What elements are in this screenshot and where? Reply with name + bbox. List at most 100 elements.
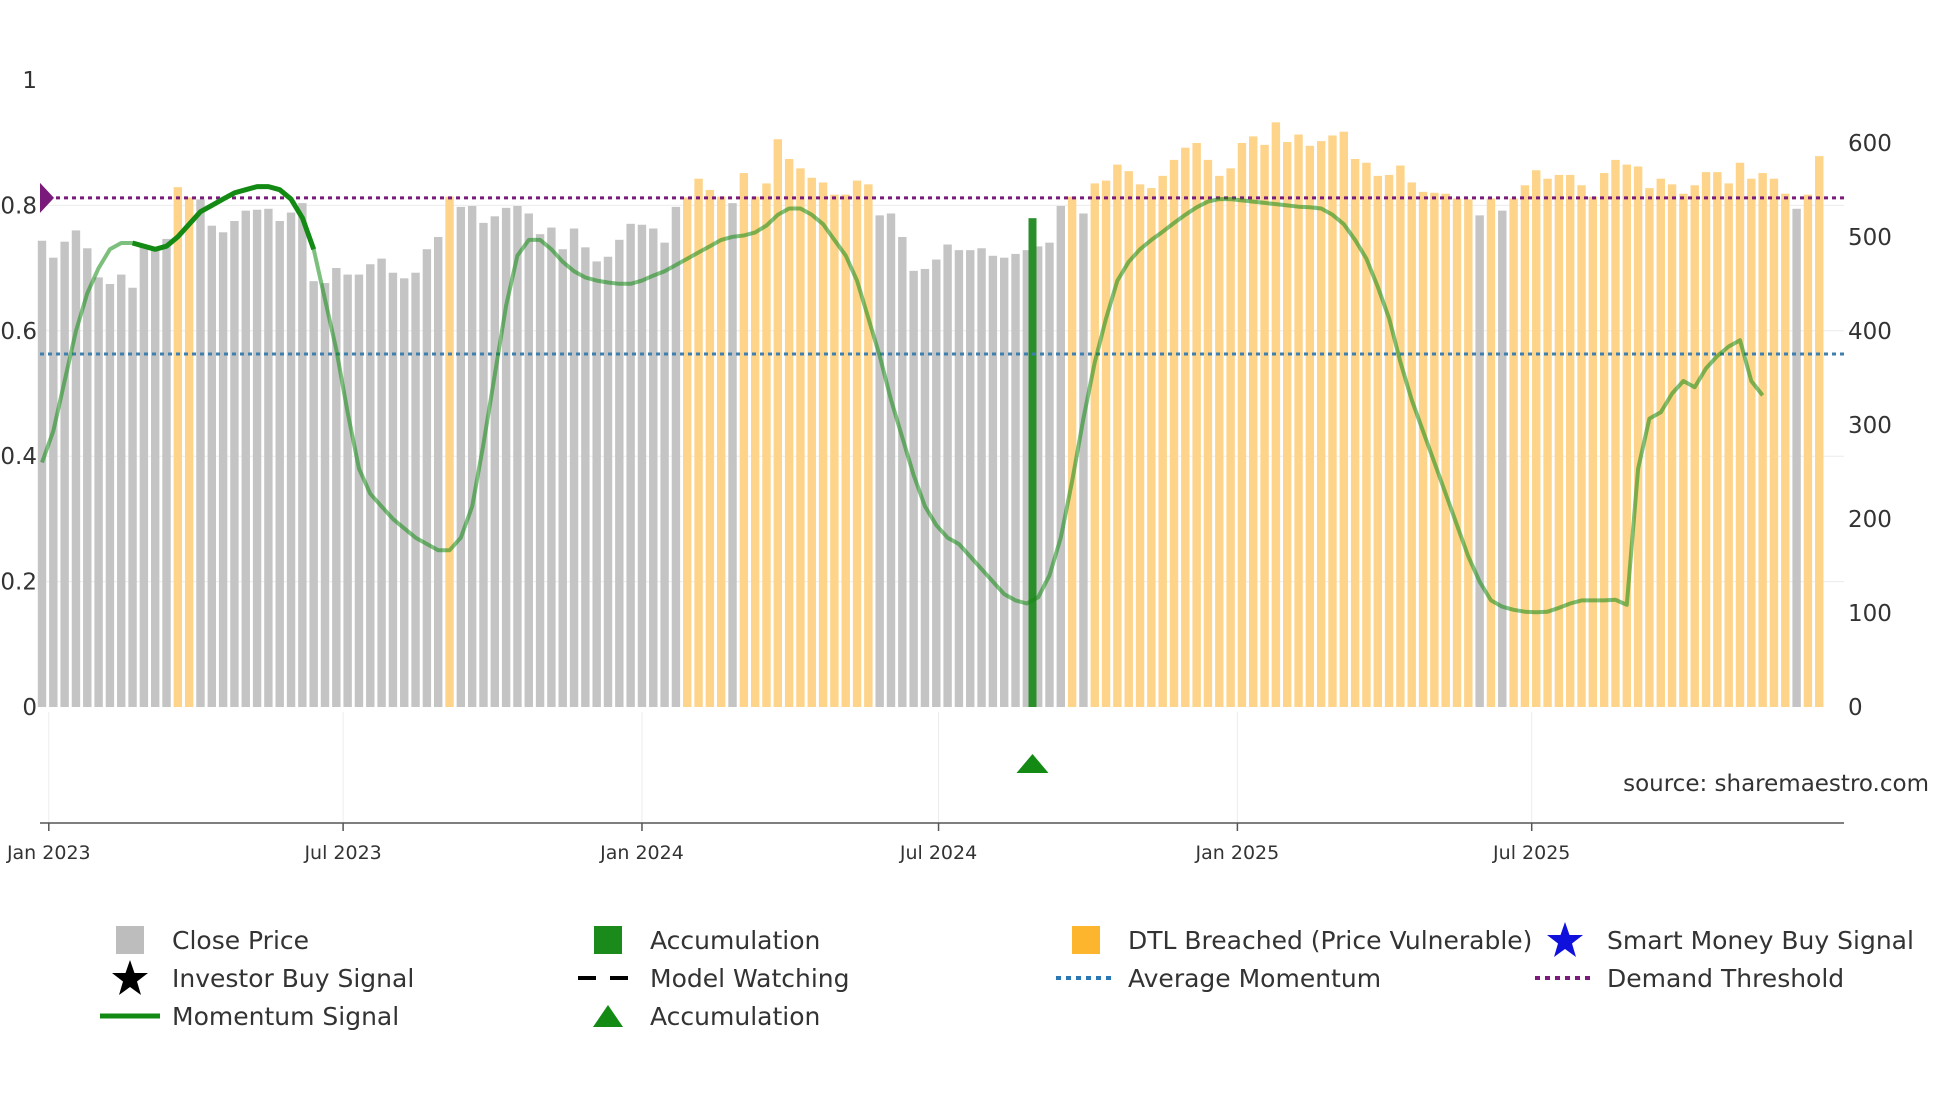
price-bar [117, 274, 126, 707]
price-bar [1498, 210, 1507, 707]
price-bar [173, 187, 183, 707]
price-bar [943, 244, 952, 707]
price-bar [60, 241, 69, 707]
momentum-line [40, 184, 1765, 615]
source-label: source: sharemaestro.com [1623, 771, 1929, 797]
price-bar [637, 224, 647, 707]
price-bar [1452, 198, 1462, 707]
price-bar [1735, 162, 1745, 708]
price-bar [886, 213, 896, 708]
price-bar [1656, 178, 1665, 707]
price-bar [1509, 198, 1518, 707]
price-bar [241, 210, 250, 707]
price-bar [1475, 215, 1484, 708]
price-bar [1147, 188, 1156, 708]
price-bar [1566, 174, 1575, 707]
price-bar [388, 272, 398, 707]
price-bar [852, 180, 862, 707]
price-bar [1045, 242, 1054, 707]
price-bar [1803, 194, 1813, 707]
price-bar [1158, 175, 1167, 707]
price-bar [422, 249, 432, 707]
price-bar [501, 207, 511, 707]
price-bar [920, 268, 930, 707]
accumulation-bar [1028, 218, 1037, 707]
price-bar [1577, 185, 1586, 707]
price-bar [1758, 173, 1767, 707]
price-bar [1169, 159, 1179, 707]
price-bar [1486, 198, 1496, 707]
right-tick-label: 500 [1848, 225, 1892, 251]
price-bar [320, 283, 330, 707]
right-tick-label: 400 [1848, 319, 1892, 345]
price-bar [762, 183, 771, 707]
price-bar [988, 255, 998, 708]
price-bar [332, 268, 341, 707]
price-bar [490, 216, 499, 708]
price-bar [875, 215, 884, 708]
price-bar [1396, 165, 1405, 708]
price-bar [1520, 185, 1530, 707]
price-bar [1339, 131, 1348, 707]
price-bar [377, 258, 386, 707]
price-bar [1645, 188, 1654, 708]
gridlines [40, 204, 1844, 823]
price-bar [1022, 250, 1032, 707]
price-bar [1350, 158, 1360, 707]
price-bar [445, 196, 454, 707]
right-tick-label: 0 [1848, 695, 1863, 721]
price-bar [1713, 172, 1722, 707]
price-bar [581, 247, 590, 707]
price-bar [411, 272, 420, 707]
right-axis-ticks: 0 100 200 300 400 500 600 [1848, 131, 1892, 721]
price-bar [1769, 178, 1779, 707]
price-bar [1283, 142, 1292, 708]
price-bar [1418, 191, 1428, 708]
right-tick-label: 300 [1848, 413, 1892, 439]
price-bar [558, 249, 567, 707]
price-bar [1079, 213, 1088, 708]
price-bar [773, 139, 782, 708]
price-bar [71, 230, 81, 707]
price-bar [954, 250, 964, 707]
price-bar [1305, 145, 1315, 708]
price-bar [1056, 205, 1065, 707]
price-bar [977, 248, 986, 707]
price-bar [467, 205, 477, 707]
price-bar [1067, 196, 1077, 707]
momentum-line-highlight [131, 184, 317, 252]
price-bar [207, 225, 216, 707]
price-bar [615, 239, 624, 707]
x-tick-label: Jul 2025 [1492, 842, 1570, 864]
price-bar [1260, 144, 1269, 708]
left-tick-label: 0.8 [0, 193, 37, 219]
price-bar [603, 256, 613, 707]
x-tick-label: Jul 2023 [303, 842, 381, 864]
price-bar [1781, 193, 1790, 708]
price-bar [94, 277, 103, 707]
price-bar [898, 236, 907, 708]
price-bar [1747, 178, 1756, 707]
price-bar [1362, 162, 1371, 708]
price-bar [343, 274, 352, 707]
price-bar [966, 250, 975, 707]
price-bar [796, 168, 805, 708]
price-bar [1033, 246, 1043, 707]
price-bar [309, 281, 318, 707]
x-tick-label: Jan 2025 [1195, 842, 1280, 864]
price-bar [400, 278, 409, 707]
left-tick-label: 0 [22, 695, 37, 721]
price-bar [1724, 183, 1733, 707]
x-tick-label: Jan 2024 [599, 842, 684, 864]
price-bar [864, 184, 873, 708]
price-bar [932, 259, 941, 707]
price-bar [1011, 253, 1020, 707]
price-bar [750, 196, 760, 707]
markers [40, 182, 1049, 773]
price-bar [230, 221, 239, 707]
price-bar [683, 197, 692, 707]
price-bar [83, 248, 92, 707]
price-bar [1192, 142, 1201, 708]
price-bar [671, 206, 681, 707]
